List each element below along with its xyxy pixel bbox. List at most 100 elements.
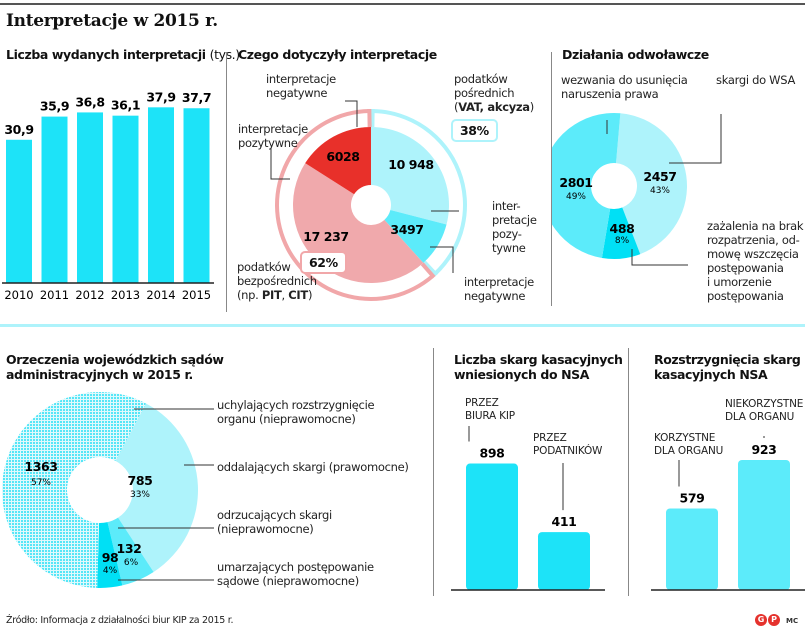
slice-value-label: 785: [128, 473, 153, 488]
text: ): [307, 288, 313, 302]
publisher-logo-p-icon: P: [768, 614, 780, 626]
slice-value-label: 488: [610, 221, 635, 236]
label-line: uchylających rozstrzygnięcie: [217, 398, 375, 412]
issued-x-tick-label: 2014: [146, 288, 175, 302]
topics-label-negative-left: interpretacje negatywne: [266, 72, 336, 100]
leader-line: [669, 114, 722, 164]
label-line: pretacje: [492, 213, 537, 227]
issued-bar: [183, 108, 210, 283]
topics-slice: [305, 127, 371, 195]
nsa-label-favorable: KORZYSTNE DLA ORGANU: [654, 432, 723, 458]
slice-percent-label: 4%: [103, 566, 118, 576]
issued-value-label: 30,9: [4, 122, 33, 137]
slice-value-label: 98: [102, 550, 119, 565]
label-line: NIEKORZYSTNE: [725, 398, 804, 410]
appeals-label-summons: wezwania do usunięcia naruszenia prawa: [561, 73, 688, 101]
ring-edge: [420, 262, 436, 279]
leader-line: [345, 100, 358, 127]
label-line: pozy-: [492, 227, 522, 241]
top-rule: [0, 3, 805, 5]
topics-label-indirect: podatków pośrednich (VAT, akcyza): [454, 72, 534, 114]
rulings-label-dismissing: oddalających skargi (prawomocne): [217, 460, 409, 474]
nsa-value-label: 923: [752, 442, 777, 457]
slice-percent-label: 57%: [31, 478, 51, 488]
label-line: negatywne: [464, 289, 526, 303]
label-line: DLA ORGANU: [725, 411, 795, 423]
rulings-slice: [2, 392, 147, 588]
slice-value-label: 17 237: [303, 229, 348, 244]
label-line: podatków: [454, 72, 508, 86]
text-cit: CIT: [288, 288, 308, 302]
appeals-slice: [552, 113, 621, 258]
label-line: PODATNIKÓW: [533, 445, 603, 457]
appeals-panel-title: Działania odwoławcze: [562, 47, 709, 62]
nsa-bar-chart: 579 923: [651, 436, 805, 591]
issued-bar: [6, 139, 32, 283]
label-line: zażalenia na brak: [707, 219, 804, 233]
topics-label-negative-right: interpretacje negatywne: [464, 275, 534, 303]
slice-value-label: 10 948: [388, 157, 433, 172]
indirect-examples: VAT, akcyza: [458, 100, 530, 114]
rulings-label-discontinuing: umarzających postępowanie sądowe (niepra…: [217, 560, 374, 588]
issued-value-label: 35,9: [40, 99, 69, 114]
issued-bar: [112, 115, 139, 284]
slice-percent-label: 33%: [130, 490, 150, 500]
topics-slice: [371, 127, 449, 225]
nsa-bar: [666, 508, 718, 590]
ring-edge: [422, 260, 439, 277]
badge-indirect: 38%: [451, 119, 498, 142]
label-line: tywne: [492, 241, 526, 255]
issued-x-tick-label: 2011: [40, 288, 69, 302]
label-line: KORZYSTNE: [654, 432, 716, 444]
slice-percent-label: 8%: [615, 236, 630, 246]
cassation-panel-title: Liczba skarg kasacyjnych wniesionych do …: [454, 352, 623, 382]
issued-value-label: 36,1: [111, 98, 140, 113]
label-line: inter-: [492, 199, 521, 213]
text-pit: PIT: [261, 288, 282, 302]
appeals-label-complaints: zażalenia na brak rozpatrzenia, od- mowę…: [707, 219, 804, 303]
label-line: PRZEZ: [465, 397, 499, 409]
rulings-label-repealing: uchylających rozstrzygnięcie organu (nie…: [217, 398, 375, 426]
issued-x-tick-label: 2015: [182, 288, 211, 302]
leader-line: [631, 249, 688, 266]
topics-slice: [384, 210, 447, 263]
cassation-bar-chart: 898 411: [451, 426, 605, 591]
issued-title-text: Liczba wydanych interpretacji: [6, 47, 206, 62]
appeals-slice: [601, 207, 641, 259]
issued-bar: [41, 116, 68, 283]
source-note: Źródło: Informacja z działalności biur K…: [6, 615, 234, 626]
cassation-bar: [466, 463, 518, 590]
rulings-slice: [107, 517, 154, 586]
divider-1: [226, 52, 227, 312]
label-line: interpretacje: [266, 72, 336, 86]
divider-4: [628, 348, 629, 596]
slice-percent-label: 43%: [650, 186, 670, 196]
topics-label-positive-right: inter- pretacje pozy- tywne: [492, 199, 537, 255]
label-line: pośrednich: [454, 86, 515, 100]
page-title: Interpretacje w 2015 r.: [6, 11, 218, 31]
label-line: podatków: [237, 260, 291, 274]
cassation-label-kip: PRZEZ BIURA KIP: [465, 397, 515, 423]
cassation-value-label: 898: [480, 446, 505, 461]
appeals-label-wsa: skargi do WSA: [716, 73, 796, 87]
section-divider: [0, 324, 805, 327]
slice-percent-label: 49%: [566, 192, 586, 202]
title-line: administracyjnych w 2015 r.: [6, 367, 193, 382]
label-line: wezwania do usunięcia: [561, 73, 688, 87]
title-line: Liczba skarg kasacyjnych: [454, 352, 623, 367]
slice-value-label: 3497: [390, 222, 423, 237]
label-line: odrzucających skargi: [217, 508, 332, 522]
label-line: i umorzenie: [707, 275, 772, 289]
text: (np.: [237, 288, 262, 302]
label-line: interpretacje: [238, 122, 308, 136]
issued-title-unit: (tys.): [209, 47, 241, 62]
appeals-slice: [616, 113, 687, 255]
nsa-label-unfavorable: NIEKORZYSTNE DLA ORGANU: [725, 398, 803, 424]
nsa-value-label: 579: [680, 490, 705, 505]
topics-panel-title: Czego dotyczyły interpretacje: [238, 47, 437, 62]
label-line: rozpatrzenia, od-: [707, 233, 800, 247]
issued-bar: [148, 107, 174, 283]
publisher-logo-g-icon: G: [755, 614, 767, 626]
title-line: kasacyjnych NSA: [654, 367, 768, 382]
